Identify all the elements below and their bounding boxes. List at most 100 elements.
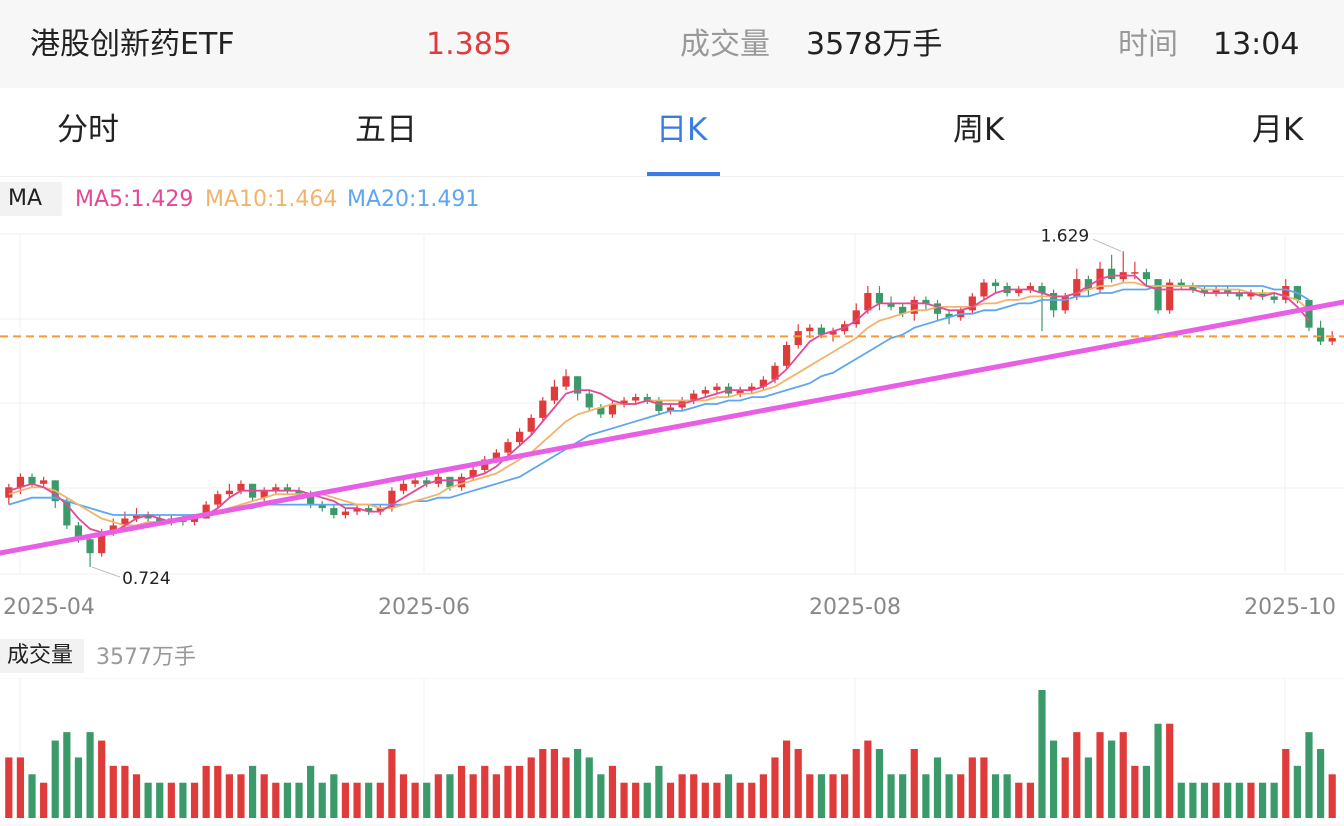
candle [539, 400, 547, 418]
volume-bar [341, 782, 350, 818]
candle [806, 327, 814, 332]
tab-daily-k[interactable]: 日K [656, 112, 708, 148]
volume-bar [1049, 740, 1058, 818]
candle [353, 508, 361, 512]
ma20-value: MA20:1.491 [347, 187, 480, 212]
volume-bar [968, 757, 976, 818]
candle [63, 501, 71, 526]
tab-intraday[interactable]: 分时 [57, 112, 119, 148]
candle [771, 365, 779, 380]
volume-bar [109, 765, 117, 818]
volume-bar [608, 765, 617, 818]
tab-monthly-k[interactable]: 月K [1252, 112, 1304, 148]
volume-bar [562, 757, 570, 818]
candle [794, 331, 802, 346]
candle [933, 303, 942, 314]
candle [1015, 289, 1023, 293]
candle [341, 511, 350, 516]
candle [666, 407, 675, 411]
volume-bar [539, 749, 547, 818]
chart-grid [0, 233, 1344, 575]
x-axis-ticks: 2025-04 2025-06 2025-08 2025-10 [3, 595, 1336, 620]
ma5-value: MA5:1.429 [75, 187, 194, 212]
candle [190, 518, 199, 522]
volume-bar [98, 740, 106, 818]
candle [16, 476, 25, 488]
volume-bar [1131, 765, 1139, 818]
volume-bar [666, 782, 675, 818]
volume-bar [28, 774, 36, 818]
candle [875, 292, 884, 304]
candle [585, 393, 593, 408]
volume-bar [1189, 782, 1197, 818]
volume-bar [655, 765, 663, 818]
volume-bar [492, 774, 500, 818]
volume-bar [1224, 782, 1232, 818]
candle [86, 539, 94, 554]
candle [214, 494, 222, 505]
volume-bar [40, 782, 48, 818]
candle [1212, 289, 1220, 293]
candle [643, 397, 651, 401]
candle [887, 303, 895, 307]
candle [759, 379, 767, 387]
tab-five-day[interactable]: 五日 [355, 112, 417, 148]
volume-bar [701, 782, 709, 818]
candle [446, 476, 454, 488]
volume-bar [945, 774, 953, 818]
volume-total: 3577万手 [96, 645, 196, 670]
volume-bar [933, 757, 942, 818]
candle [423, 480, 431, 484]
candle [910, 299, 918, 314]
candle [922, 299, 930, 304]
volume-indicator-button[interactable]: 成交量 [0, 639, 84, 673]
candle [272, 487, 280, 491]
candlestick-chart[interactable]: 1.629 0.724 2025-04 2025-06 2025-08 2025… [0, 222, 1344, 632]
ma-indicator-button[interactable]: MA [0, 182, 62, 216]
candle [1177, 282, 1185, 287]
volume-bar [1328, 774, 1336, 818]
candle [655, 400, 663, 411]
volume-bar [550, 749, 559, 818]
low-annotation: 0.724 [122, 569, 171, 589]
candle [574, 376, 582, 394]
volume-bar [817, 774, 826, 818]
candle [968, 296, 976, 311]
candle [492, 452, 500, 460]
candle [597, 407, 605, 415]
volume-bar [1015, 782, 1023, 818]
volume-value: 3578万手 [806, 27, 943, 62]
volume-bar [260, 774, 268, 818]
volume-bar [1235, 782, 1243, 818]
volume-bar [806, 774, 814, 818]
volume-bar [527, 757, 535, 818]
volume-bar [214, 765, 222, 818]
volume-bar [144, 782, 152, 818]
volume-bar [318, 782, 326, 818]
candle [562, 376, 570, 387]
quote-header: 港股创新药ETF 1.385 成交量 3578万手 时间 13:04 [0, 0, 1344, 88]
tab-weekly-k[interactable]: 周K [953, 112, 1005, 148]
volume-bar [457, 765, 466, 818]
candle [376, 508, 384, 512]
candle [1282, 286, 1290, 300]
volume-bar [365, 782, 373, 818]
volume-bar [179, 782, 187, 818]
volume-legend: 成交量 3577万手 [0, 636, 1344, 676]
candle [1131, 272, 1139, 274]
volume-bar [922, 774, 930, 818]
volume-bar [1073, 732, 1081, 818]
candle [899, 306, 907, 314]
candle [829, 331, 837, 335]
volume-bar [376, 782, 384, 818]
candle [132, 515, 141, 519]
candle [1258, 292, 1267, 297]
volume-bar [1177, 782, 1185, 818]
candle [852, 310, 860, 325]
candle [690, 393, 698, 401]
volume-bar [515, 765, 524, 818]
candle [5, 487, 13, 498]
volume-bar [399, 774, 408, 818]
candle [504, 442, 512, 453]
volume-bar [1096, 732, 1104, 818]
